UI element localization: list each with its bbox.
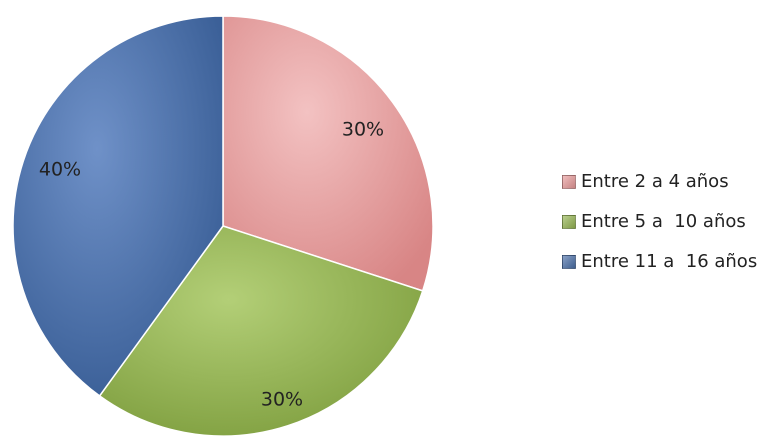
legend-item-2-4: Entre 2 a 4 años: [562, 170, 777, 193]
legend-item-11-16: Entre 11 a 16 años: [562, 250, 777, 273]
pie-slice: [222, 15, 434, 292]
pie-slice: [12, 15, 224, 397]
pie-data-label: 40%: [39, 159, 81, 181]
legend-swatch: [562, 254, 576, 269]
pie-data-label: 30%: [342, 119, 384, 141]
legend-item-5-10: Entre 5 a 10 años: [562, 210, 777, 233]
pie-slice: [98, 225, 424, 437]
legend-swatch: [562, 214, 576, 229]
pie-data-labels: 30% 30% 40%: [39, 119, 384, 411]
pie-data-label: 30%: [261, 389, 303, 411]
legend-swatch: [562, 174, 576, 189]
legend-label: Entre 5 a 10 años: [581, 211, 746, 232]
legend-label: Entre 11 a 16 años: [581, 251, 758, 272]
chart-legend: Entre 2 a 4 años Entre 5 a 10 años Entre…: [562, 170, 777, 290]
legend-label: Entre 2 a 4 años: [581, 171, 729, 192]
pie-slices: [12, 15, 434, 437]
